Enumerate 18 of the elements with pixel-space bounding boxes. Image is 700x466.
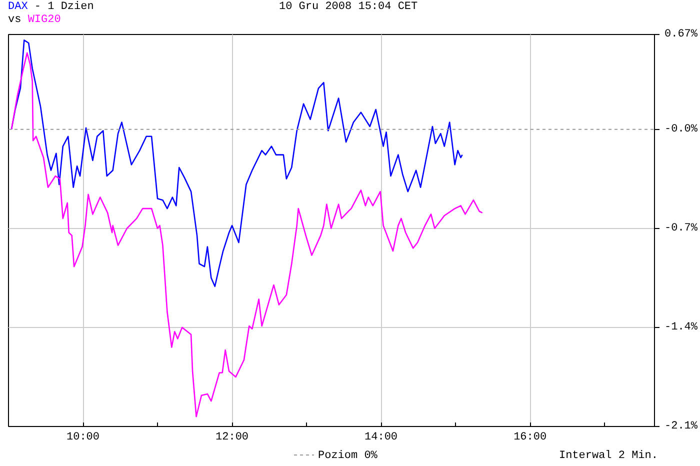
- x-tick-label: 16:00: [514, 432, 547, 444]
- y-tick-label: -0.7%: [664, 222, 698, 234]
- text: Interwal 2 Min.: [558, 450, 658, 462]
- text: vs: [8, 14, 22, 26]
- y-tick-label: -2.1%: [664, 420, 698, 432]
- legend-label: Poziom 0%: [318, 450, 378, 462]
- chart-title: - 1 Dzien: [34, 1, 94, 13]
- x-tick-label: 12:00: [216, 432, 249, 444]
- y-tick-label: -1.4%: [664, 321, 698, 334]
- line-series: [10, 40, 463, 288]
- x-tick-label: 10:00: [66, 432, 100, 444]
- text: DAX: [8, 1, 28, 13]
- text: WIG20: [28, 14, 61, 26]
- y-tick-label: -0.0%: [664, 123, 698, 136]
- text: 10 Gru 2008 15:04 CET: [279, 1, 418, 13]
- line-series: [10, 52, 484, 418]
- y-tick-label: 0.67%: [664, 28, 698, 40]
- x-tick-label: 14:00: [364, 432, 398, 444]
